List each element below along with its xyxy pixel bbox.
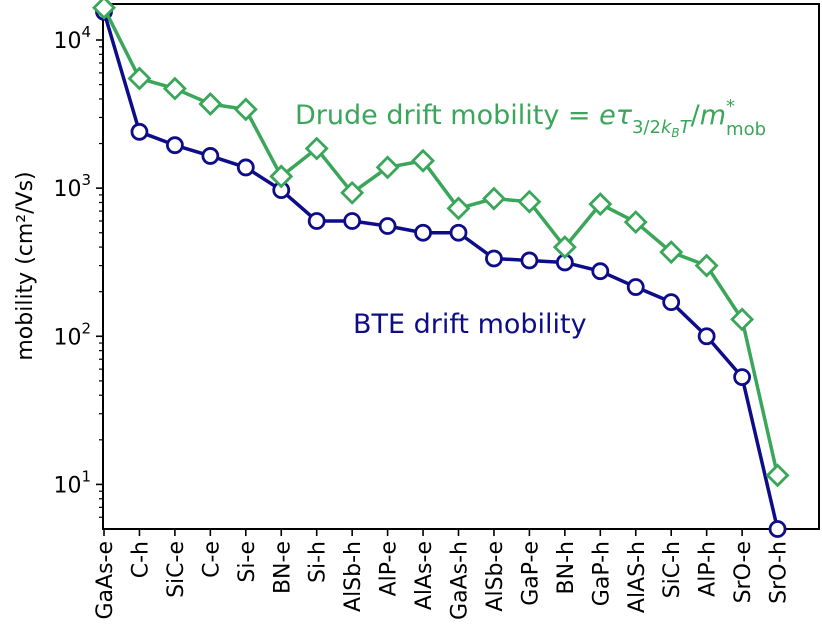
data-point-diamond (375, 155, 400, 180)
x-tick-label: AlAs-e (412, 541, 437, 610)
data-point-circle (626, 278, 645, 296)
x-tick-label: SrO-e (731, 541, 756, 603)
data-point-circle (485, 249, 503, 268)
x-tick-label: AlP-h (696, 541, 721, 597)
data-point-circle (343, 212, 362, 230)
data-point-diamond (269, 164, 294, 189)
data-point-diamond (623, 210, 648, 235)
y-tick-label: 101 (53, 467, 91, 498)
data-point-circle (449, 223, 468, 242)
x-tick-label: BN-e (270, 541, 295, 594)
data-point-circle (165, 136, 184, 155)
y-tick-label: 103 (53, 171, 91, 202)
series-bte (95, 2, 787, 538)
data-point-circle (201, 147, 220, 165)
data-point-diamond (730, 307, 755, 332)
x-tick-label: GaAs-h (448, 541, 473, 620)
x-tick-label: Si-h (306, 541, 331, 583)
y-tick-label: 104 (53, 23, 91, 54)
drude-annotation-prefix: Drude drift mobility = (295, 100, 599, 131)
data-point-diamond (411, 148, 436, 173)
y-tick-label-base: 10 (53, 29, 81, 54)
drude-tau: τ (616, 100, 633, 131)
drude-kb-k: k (661, 117, 673, 138)
y-tick-label-base: 10 (53, 473, 81, 498)
x-tick-label: AlP-e (377, 541, 402, 596)
drude-m-sup: * (726, 96, 735, 117)
data-point-diamond (92, 0, 116, 20)
x-tick-label: Si-e (235, 541, 260, 583)
data-point-diamond (162, 76, 187, 101)
x-tick-label: AlSb-h (341, 541, 366, 612)
data-point-diamond (481, 186, 506, 211)
data-point-diamond (446, 196, 471, 221)
x-tick-label: SiC-e (164, 541, 189, 598)
plot-frame (102, 3, 820, 530)
data-point-circle (697, 327, 716, 346)
drude-slash: / (691, 100, 701, 131)
x-tick-label: BN-h (554, 541, 579, 594)
y-tick-label-exponent: 2 (81, 319, 91, 337)
data-point-diamond (340, 180, 365, 205)
data-point-circle (236, 158, 255, 177)
grid-layer (102, 3, 820, 530)
data-point-circle (307, 212, 326, 230)
data-point-circle (733, 368, 751, 387)
y-tick-label-base: 10 (53, 325, 81, 350)
x-axis: GaAs-e C-h SiC-e C-e Si-e BN-e Si-h AlSb-h AlP-e… (93, 529, 792, 620)
x-tick-label: GaAs-e (93, 541, 118, 620)
x-tick-label: AlAS-h (625, 541, 650, 613)
data-point-circle (378, 217, 397, 235)
data-point-circle (414, 223, 432, 242)
data-point-diamond (694, 253, 719, 278)
x-tick-label: C-h (128, 541, 153, 578)
drude-e: e (599, 100, 616, 131)
y-tick-label-base: 10 (53, 177, 81, 202)
y-tick-label: 102 (53, 319, 91, 350)
drude-m-sub: mob (726, 119, 766, 140)
data-point-circle (130, 122, 149, 141)
drude-m: m (700, 100, 726, 131)
x-tick-label: SrO-h (767, 541, 792, 604)
data-point-diamond (127, 66, 152, 91)
data-point-diamond (552, 235, 577, 260)
y-tick-label-exponent: 3 (81, 171, 91, 189)
data-point-circle (768, 520, 787, 538)
y-tick-label-exponent: 1 (81, 467, 91, 485)
x-tick-label: GaP-h (589, 541, 614, 606)
drude-annotation: Drude drift mobility = eτ3/2kBT/m* mob (295, 96, 766, 140)
x-tick-label: C-e (199, 541, 224, 578)
data-point-diamond (198, 91, 223, 116)
data-point-diamond (659, 240, 684, 265)
x-tick-label: GaP-e (518, 541, 543, 606)
series-layer (92, 0, 790, 538)
series-line (102, 11, 780, 530)
data-point-diamond (765, 463, 790, 488)
data-point-diamond (517, 189, 542, 214)
series-line (102, 7, 780, 476)
series-drude (92, 0, 790, 488)
x-tick-label: AlSb-e (483, 541, 508, 612)
y-tick-label-exponent: 4 (81, 23, 91, 41)
data-point-diamond (233, 97, 258, 122)
bte-annotation: BTE drift mobility (353, 309, 587, 340)
data-point-circle (520, 251, 539, 270)
drude-T: T (680, 117, 693, 138)
y-axis-label: mobility (cm²/Vs) (13, 171, 38, 360)
data-point-circle (591, 262, 610, 281)
data-point-circle (662, 293, 681, 312)
drude-kb-sub: B (671, 126, 679, 140)
drude-tau-sub: 3/2 (632, 117, 661, 138)
data-point-diamond (304, 136, 329, 161)
x-tick-label: SiC-h (660, 541, 685, 598)
data-point-diamond (588, 192, 613, 217)
